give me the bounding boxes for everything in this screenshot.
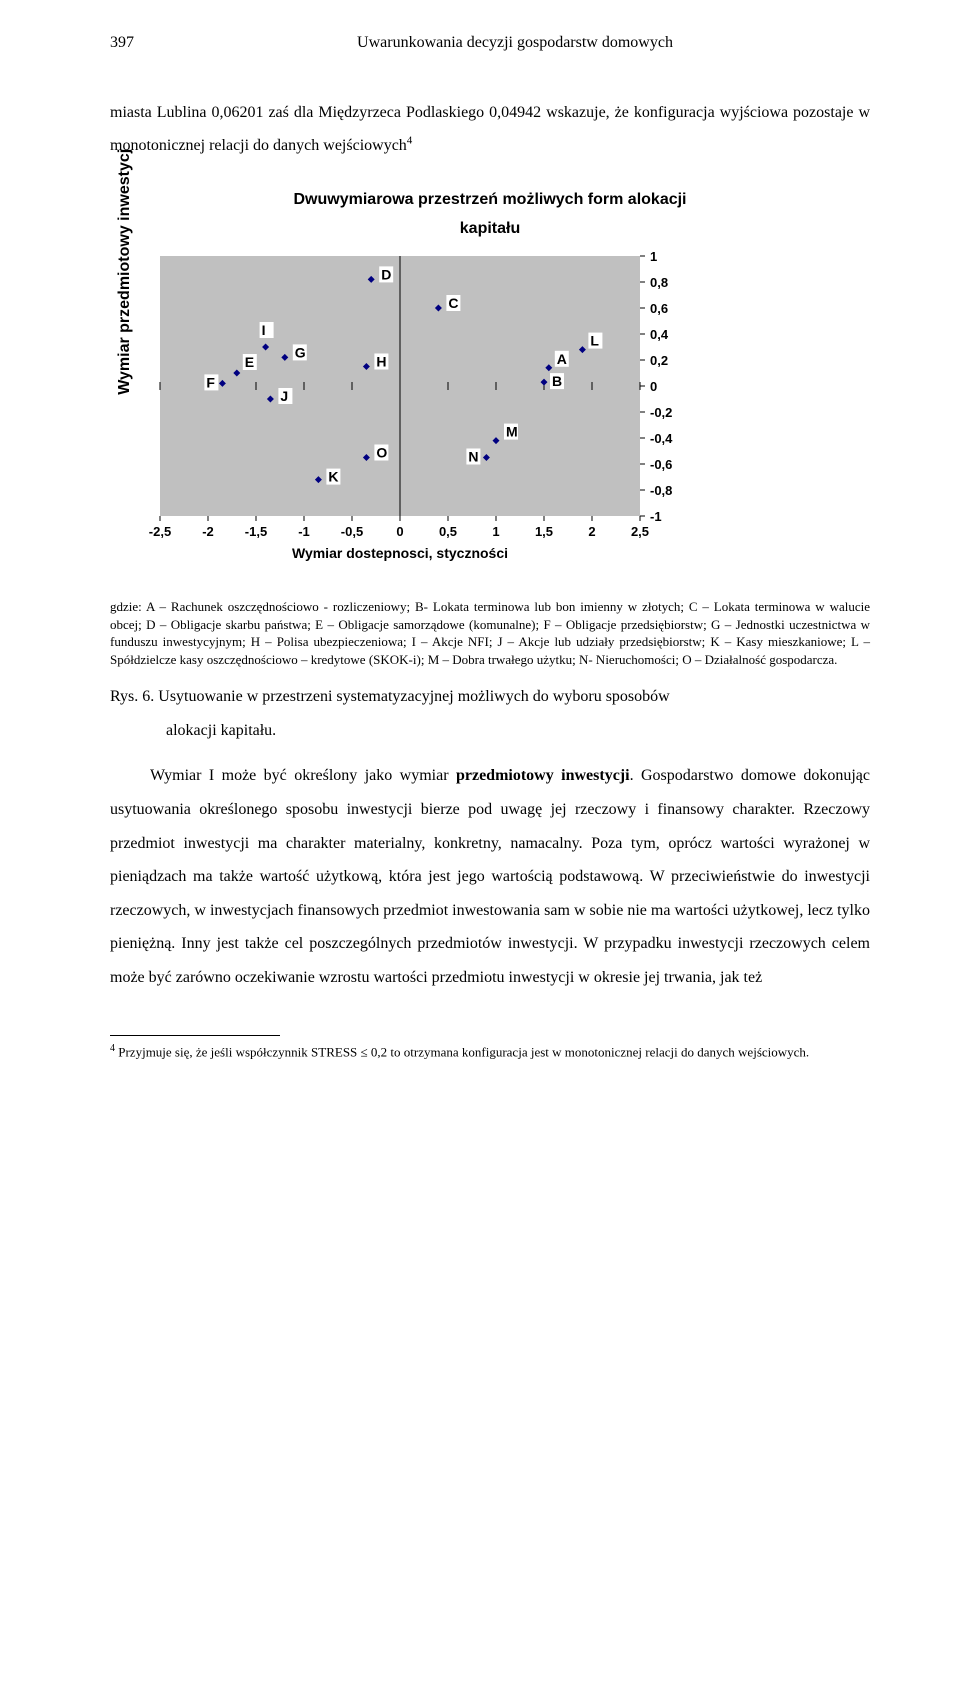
svg-text:-0,8: -0,8 [650,483,672,498]
svg-text:1: 1 [492,524,499,539]
header-title: Uwarunkowania decyzji gospodarstw domowy… [160,30,870,56]
svg-text:Wymiar dostepnosci, styczności: Wymiar dostepnosci, styczności [292,545,508,561]
svg-text:B: B [552,373,562,389]
svg-text:G: G [295,344,306,360]
svg-text:-2,5: -2,5 [149,524,171,539]
svg-text:0,2: 0,2 [650,353,668,368]
page-number: 397 [110,30,160,56]
footnote-ref: 4 [407,135,413,147]
svg-text:-1,5: -1,5 [245,524,267,539]
svg-text:1,5: 1,5 [535,524,553,539]
svg-text:F: F [206,374,215,390]
svg-text:0,6: 0,6 [650,301,668,316]
svg-text:M: M [506,424,518,440]
figure-caption: Rys. 6. Usytuowanie w przestrzeni system… [110,680,870,714]
footnote-num: 4 [110,1043,115,1054]
chart-legend: gdzie: A – Rachunek oszczędnościowo - ro… [110,598,870,668]
scatter-plot: 1 0,8 0,6 0,4 0,2 0 -0,2 -0,4 -0,6 -0,8 -1 -2,5 -2 -1… [140,250,720,570]
svg-text:H: H [376,353,386,369]
svg-text:0: 0 [396,524,403,539]
svg-text:N: N [468,448,478,464]
svg-text:K: K [328,469,338,485]
svg-text:I: I [262,322,266,338]
svg-text:-0,5: -0,5 [341,524,363,539]
svg-text:-1: -1 [650,509,662,524]
intro-text: miasta Lublina 0,06201 zaś dla Międzyrze… [110,104,870,155]
body-paragraph: Wymiar I może być określony jako wymiar … [110,759,870,994]
svg-text:0: 0 [650,379,657,394]
svg-text:C: C [448,295,458,311]
footnote: 4 Przyjmuje się, że jeśli współczynnik S… [110,1042,870,1061]
svg-text:D: D [381,266,391,282]
svg-text:2: 2 [588,524,595,539]
svg-text:-0,4: -0,4 [650,431,673,446]
svg-text:2,5: 2,5 [631,524,649,539]
svg-text:1: 1 [650,250,657,264]
body-lead: Wymiar I może być określony jako wymiar … [110,767,870,986]
footnote-text: Przyjmuje się, że jeśli współczynnik STR… [118,1044,809,1059]
svg-text:0,8: 0,8 [650,275,668,290]
svg-text:E: E [245,354,254,370]
chart-title-line1: Dwuwymiarowa przestrzeń możliwych form a… [110,187,870,213]
figure-caption-cont: alokacji kapitału. [166,714,870,748]
svg-text:O: O [376,444,387,460]
page-header: 397 Uwarunkowania decyzji gospodarstw do… [110,30,870,56]
chart-title-line2: kapitału [110,216,870,242]
svg-text:-0,6: -0,6 [650,457,672,472]
svg-text:-1: -1 [298,524,310,539]
footnote-rule [110,1035,280,1036]
intro-paragraph: miasta Lublina 0,06201 zaś dla Międzyrze… [110,96,870,163]
chart-container: Dwuwymiarowa przestrzeń możliwych form a… [110,187,870,570]
svg-text:0,4: 0,4 [650,327,669,342]
svg-text:L: L [590,333,599,349]
svg-text:0,5: 0,5 [439,524,457,539]
svg-text:A: A [557,351,567,367]
chart-ylabel: Wymiar przedmiotowy inwestycj [112,365,138,395]
svg-text:J: J [280,388,288,404]
svg-text:-2: -2 [202,524,214,539]
svg-text:-0,2: -0,2 [650,405,672,420]
